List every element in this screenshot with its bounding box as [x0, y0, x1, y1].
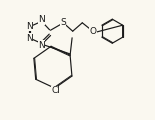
Text: S: S — [60, 18, 66, 27]
Text: N: N — [38, 41, 45, 49]
Text: N: N — [26, 22, 33, 31]
Text: N: N — [26, 34, 33, 43]
Text: N: N — [38, 15, 45, 24]
Text: Cl: Cl — [51, 86, 60, 95]
Text: O: O — [90, 27, 97, 36]
